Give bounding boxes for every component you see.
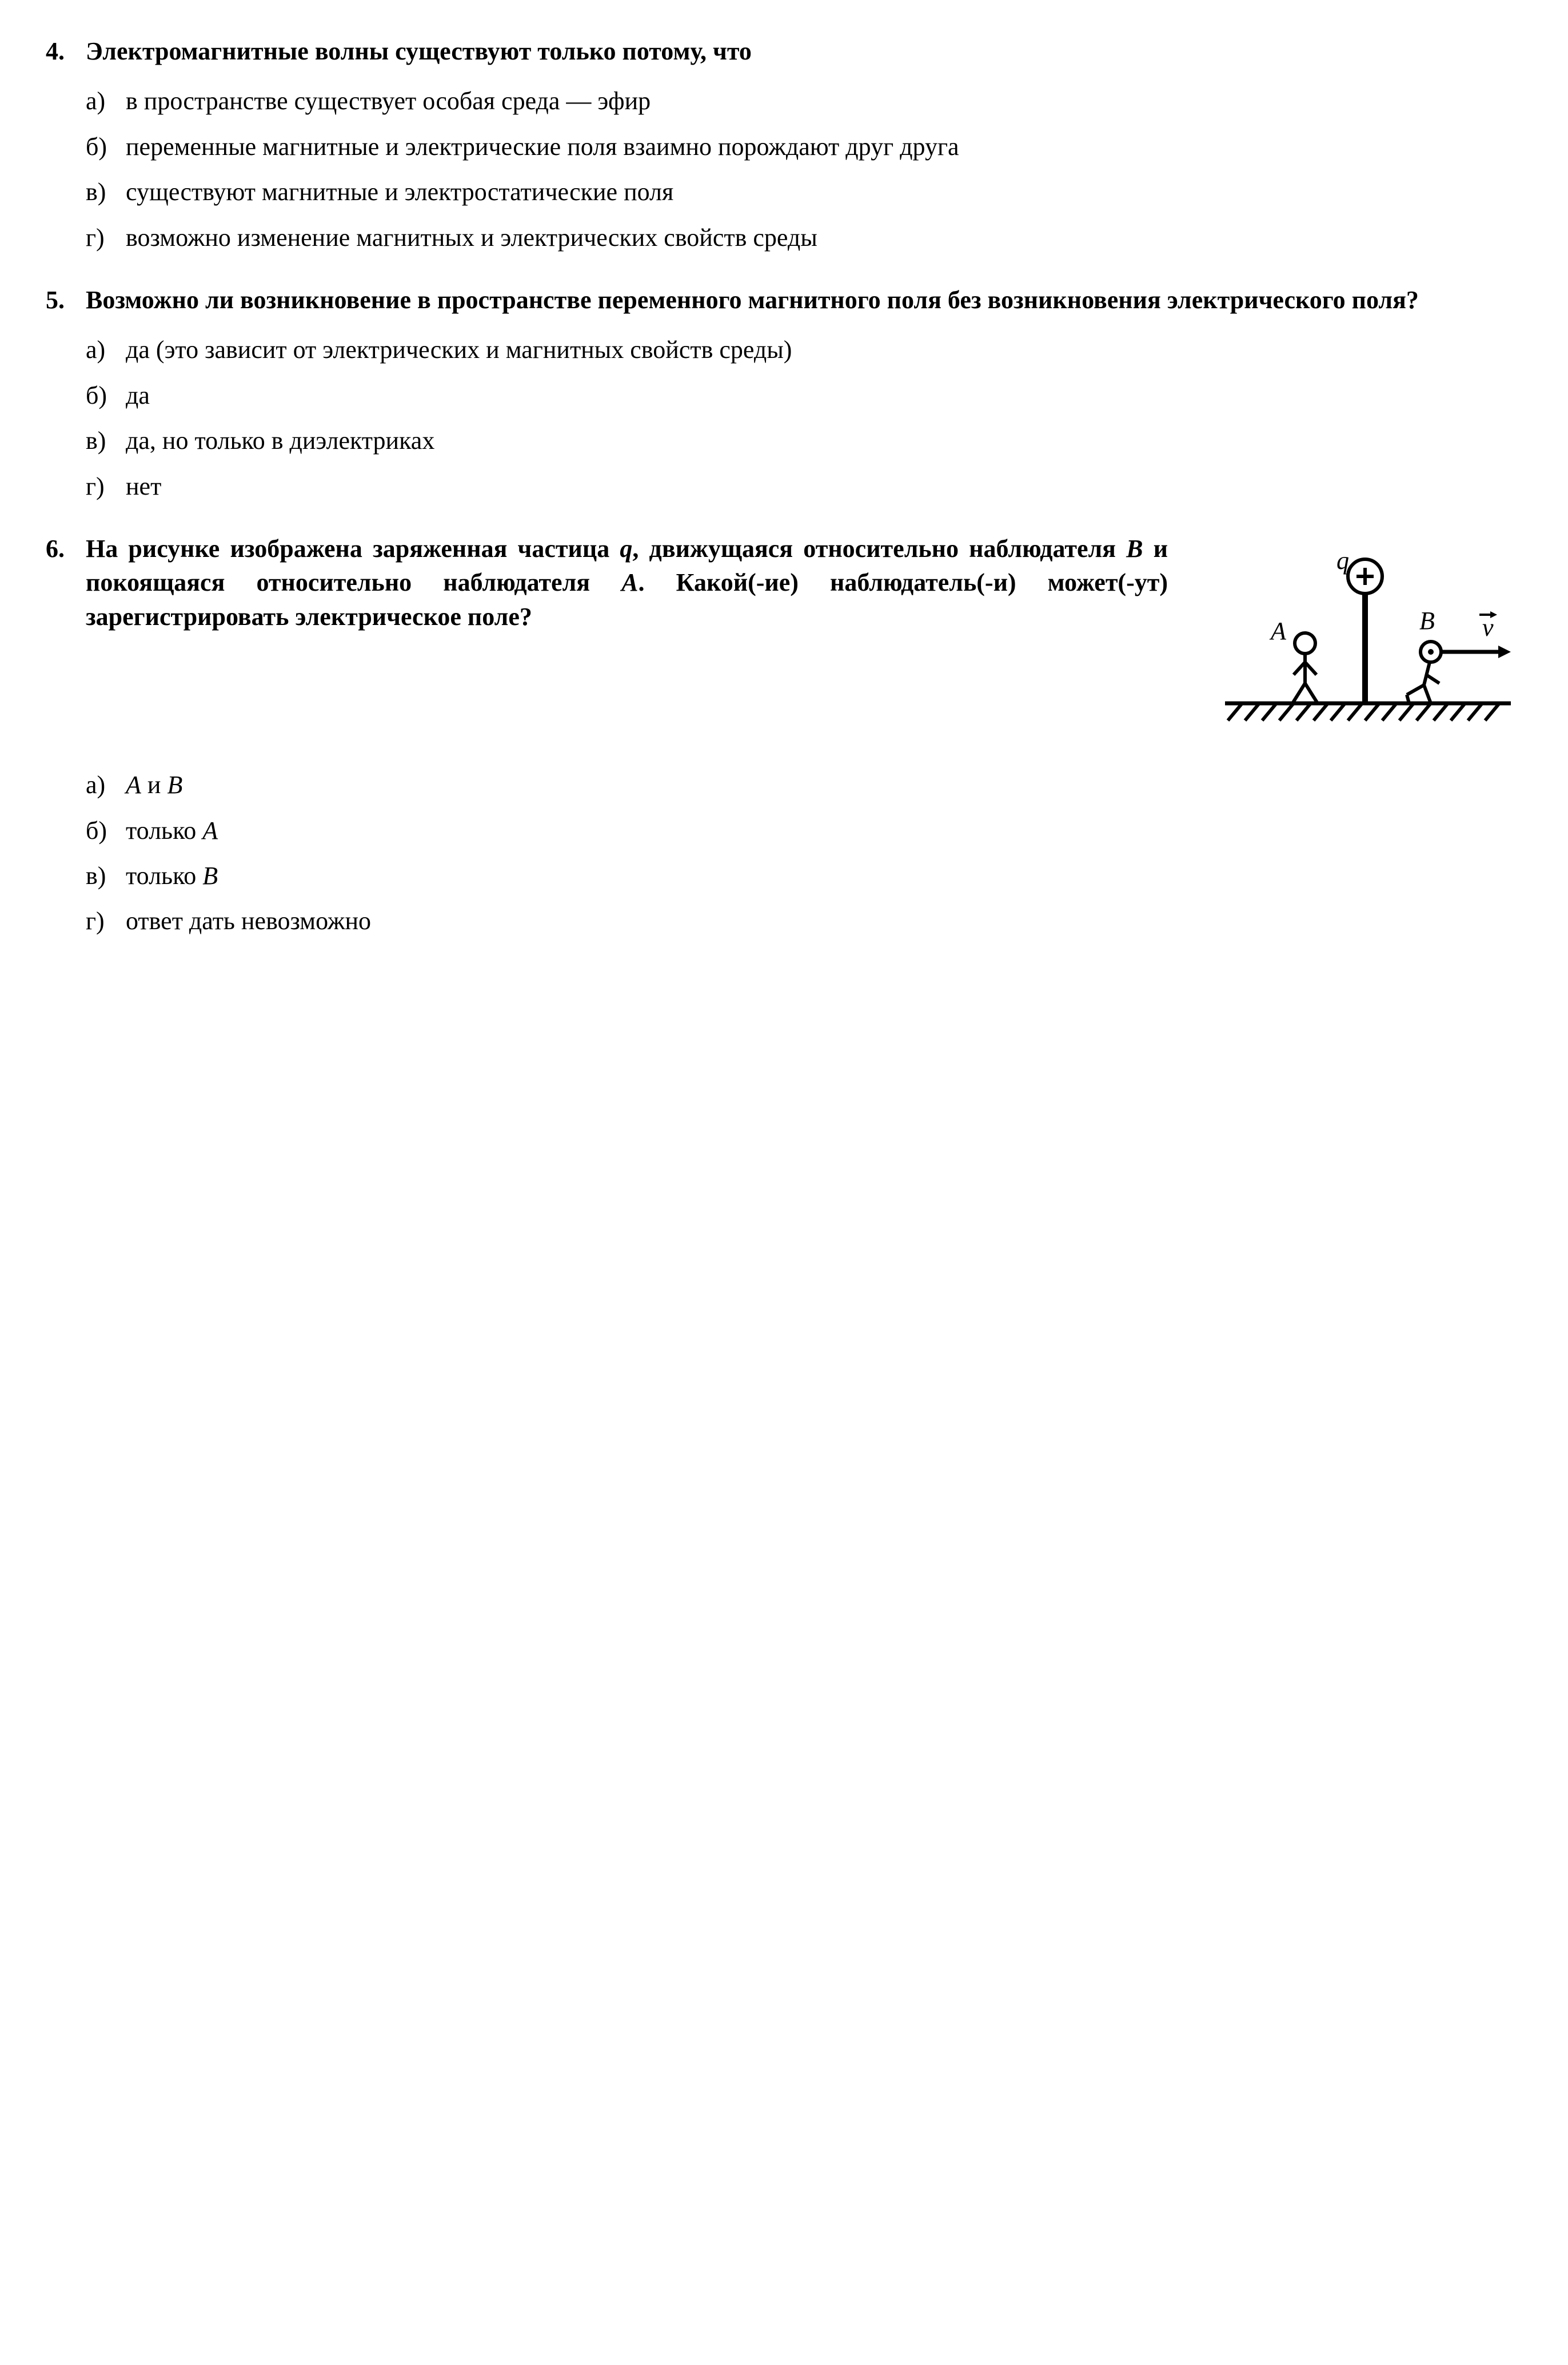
question-6-number: 6. xyxy=(46,532,86,566)
label-q: q xyxy=(1336,547,1349,575)
text-and: и xyxy=(141,771,167,799)
option-6a: а) A и B xyxy=(86,768,1522,802)
option-text: в пространстве существует особая среда —… xyxy=(126,84,1522,118)
option-letter: а) xyxy=(86,333,126,367)
option-letter: в) xyxy=(86,859,126,893)
physics-diagram-icon: q A B xyxy=(1191,538,1522,743)
option-4a: а) в пространстве существует особая сред… xyxy=(86,84,1522,118)
q6-var-A: A xyxy=(621,568,638,596)
question-6-container: 6. На рисунке изображена заряженная част… xyxy=(46,532,1522,752)
question-5-text: Возможно ли возникновение в пространстве… xyxy=(86,283,1522,317)
option-5d: г) нет xyxy=(86,469,1522,503)
option-text: ответ дать невозможно xyxy=(126,904,1522,938)
option-5b: б) да xyxy=(86,379,1522,412)
option-letter: б) xyxy=(86,130,126,164)
option-text: только A xyxy=(126,814,1522,847)
question-4: 4. Электромагнитные волны существуют тол… xyxy=(46,34,1522,254)
q6-text-part: , движущаяся относительно наблюдателя xyxy=(632,535,1126,563)
question-5-options: а) да (это зависит от электрических и ма… xyxy=(46,333,1522,503)
question-6-figure: q A B xyxy=(1191,532,1522,752)
text-only: только xyxy=(126,817,202,845)
question-6-text: На рисунке изображена заряженная частица… xyxy=(86,532,1168,634)
option-4c: в) существуют магнитные и электростатиче… xyxy=(86,175,1522,209)
var-B: B xyxy=(202,862,218,890)
option-letter: а) xyxy=(86,84,126,118)
label-A: A xyxy=(1269,617,1287,645)
option-text: существуют магнитные и электростатически… xyxy=(126,175,1522,209)
option-letter: в) xyxy=(86,424,126,457)
option-5c: в) да, но только в диэлектриках xyxy=(86,424,1522,457)
option-letter: г) xyxy=(86,469,126,503)
option-letter: в) xyxy=(86,175,126,209)
option-text: да (это зависит от электрических и магни… xyxy=(126,333,1522,367)
option-letter: г) xyxy=(86,221,126,254)
option-text: A и B xyxy=(126,768,1522,802)
option-6b: б) только A xyxy=(86,814,1522,847)
question-6-options: а) A и B б) только A в) только B г) отве… xyxy=(46,768,1522,938)
option-6c: в) только B xyxy=(86,859,1522,893)
option-letter: б) xyxy=(86,814,126,847)
option-letter: г) xyxy=(86,904,126,938)
option-letter: а) xyxy=(86,768,126,802)
label-B: B xyxy=(1419,607,1435,635)
option-text: да, но только в диэлектриках xyxy=(126,424,1522,457)
label-v: v xyxy=(1482,614,1494,642)
option-text: да xyxy=(126,379,1522,412)
var-A: A xyxy=(202,817,218,845)
var-B: B xyxy=(167,771,182,799)
q6-var-q: q xyxy=(620,535,632,563)
option-6d: г) ответ дать невозможно xyxy=(86,904,1522,938)
option-text: переменные магнитные и электрические пол… xyxy=(126,130,1522,164)
question-5-header: 5. Возможно ли возникновение в пространс… xyxy=(46,283,1522,317)
option-4b: б) переменные магнитные и электрические … xyxy=(86,130,1522,164)
question-5-number: 5. xyxy=(46,283,86,317)
q6-var-B: B xyxy=(1126,535,1143,563)
question-4-number: 4. xyxy=(46,34,86,68)
option-text: только B xyxy=(126,859,1522,893)
question-4-header: 4. Электромагнитные волны существуют тол… xyxy=(46,34,1522,68)
var-A: A xyxy=(126,771,141,799)
question-4-text: Электромагнитные волны существуют только… xyxy=(86,34,1522,68)
question-6-header: 6. На рисунке изображена заряженная част… xyxy=(46,532,1168,634)
option-letter: б) xyxy=(86,379,126,412)
question-6-text-block: 6. На рисунке изображена заряженная част… xyxy=(46,532,1168,634)
text-only: только xyxy=(126,862,202,890)
option-5a: а) да (это зависит от электрических и ма… xyxy=(86,333,1522,367)
question-4-options: а) в пространстве существует особая сред… xyxy=(46,84,1522,254)
q6-text-part: На рисунке изображена заряженная частица xyxy=(86,535,620,563)
question-6: 6. На рисунке изображена заряженная част… xyxy=(46,532,1522,938)
question-5: 5. Возможно ли возникновение в пространс… xyxy=(46,283,1522,503)
option-4d: г) возможно изменение магнитных и электр… xyxy=(86,221,1522,254)
option-text: возможно изменение магнитных и электриче… xyxy=(126,221,1522,254)
option-text: нет xyxy=(126,469,1522,503)
